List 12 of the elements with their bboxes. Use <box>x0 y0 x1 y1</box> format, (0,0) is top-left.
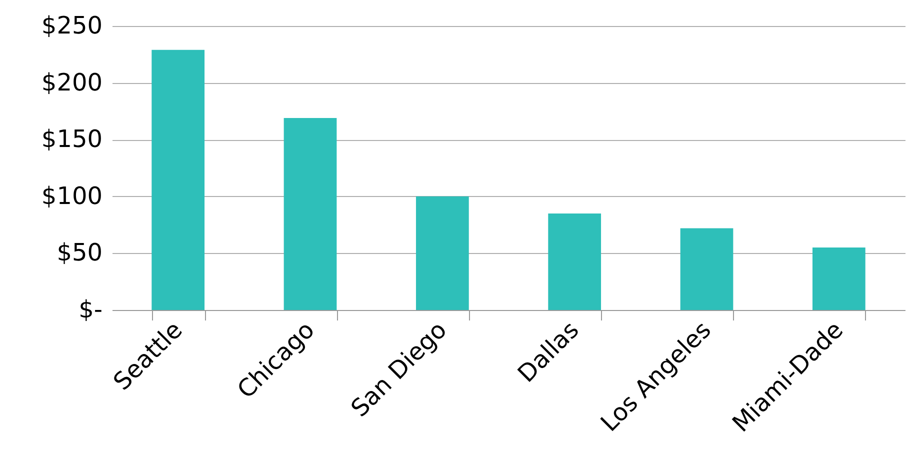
y-tick-label: $200 <box>41 68 102 96</box>
bar <box>680 228 734 310</box>
y-tick-label: $50 <box>56 238 102 267</box>
y-tick-label: $100 <box>41 182 102 210</box>
y-tick-label: $250 <box>41 12 102 40</box>
bar <box>284 118 337 310</box>
bar <box>416 196 469 310</box>
y-tick-label: $- <box>78 296 102 324</box>
bar <box>548 213 602 310</box>
bar <box>152 50 205 310</box>
bar <box>812 248 866 310</box>
y-tick-label: $150 <box>41 125 102 154</box>
